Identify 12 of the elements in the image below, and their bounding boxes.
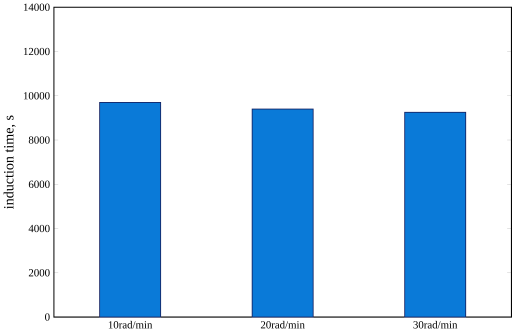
x-tick-label: 10rad/min xyxy=(108,320,152,328)
y-axis-title: induction time, s xyxy=(4,115,16,209)
x-tick-label: 30rad/min xyxy=(413,320,458,328)
x-tick-label: 20rad/min xyxy=(260,320,305,328)
y-tick-label: 8000 xyxy=(28,136,50,144)
y-tick-label: 14000 xyxy=(24,4,50,11)
y-tick-label: 4000 xyxy=(28,224,50,232)
y-tick-label: 10000 xyxy=(24,92,50,100)
y-tick-label: 2000 xyxy=(28,269,50,276)
y-tick-label: 0 xyxy=(45,313,50,321)
y-tick-label: 12000 xyxy=(24,48,50,56)
y-tick-label: 6000 xyxy=(28,180,50,188)
